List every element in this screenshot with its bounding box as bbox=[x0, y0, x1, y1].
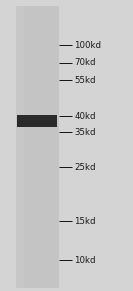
Text: 100kd: 100kd bbox=[74, 41, 101, 49]
Bar bbox=[16, 6, 24, 288]
Text: 25kd: 25kd bbox=[74, 163, 96, 172]
Text: 70kd: 70kd bbox=[74, 58, 96, 67]
Bar bbox=[17, 115, 57, 127]
Bar bbox=[16, 6, 59, 288]
Text: 15kd: 15kd bbox=[74, 217, 96, 226]
Text: 35kd: 35kd bbox=[74, 128, 96, 137]
Text: 55kd: 55kd bbox=[74, 76, 96, 84]
Text: 40kd: 40kd bbox=[74, 112, 96, 121]
Text: 10kd: 10kd bbox=[74, 256, 96, 265]
